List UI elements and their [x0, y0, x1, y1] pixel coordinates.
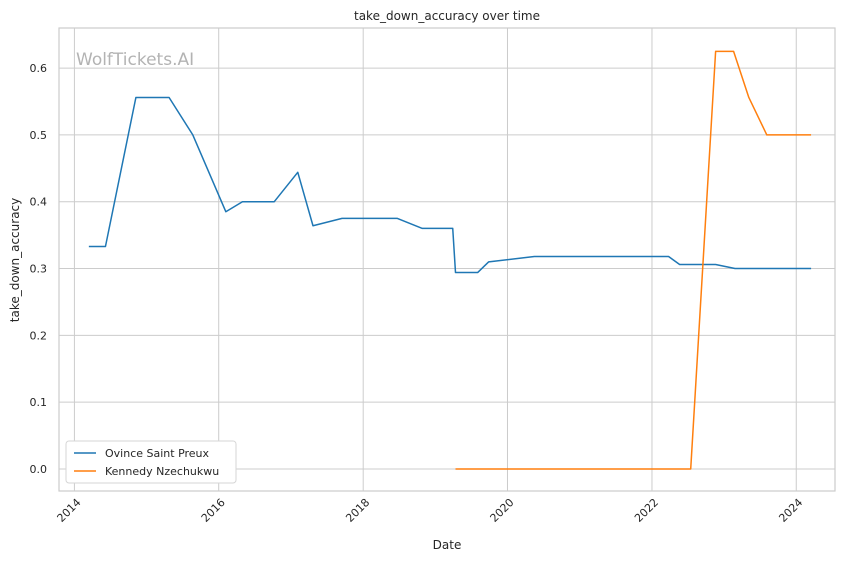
plot-frame: [58, 27, 836, 492]
legend-label-2: Kennedy Nzechukwu: [105, 465, 219, 478]
y-tick-label: 0.1: [30, 396, 48, 409]
chart-title: take_down_accuracy over time: [354, 9, 540, 23]
y-tick-label: 0.5: [30, 129, 48, 142]
x-tick-label: 2024: [776, 496, 805, 525]
grid-lines: [59, 28, 835, 491]
series-line-1: [88, 96, 812, 274]
y-tick-label: 0.3: [30, 263, 48, 276]
y-tick-label: 0.2: [30, 329, 48, 342]
x-tick-label: 2022: [632, 496, 661, 525]
y-tick-label: 0.4: [30, 196, 48, 209]
legend: Ovince Saint Preux Kennedy Nzechukwu: [65, 440, 237, 484]
y-axis-label: take_down_accuracy: [8, 198, 22, 322]
watermark-text: WolfTickets.AI: [76, 50, 194, 70]
x-tick-label: 2018: [343, 496, 372, 525]
series-lines: [88, 50, 812, 470]
x-tick-label: 2016: [199, 496, 228, 525]
x-axis-label: Date: [433, 538, 462, 552]
y-tick-label: 0.0: [30, 463, 48, 476]
y-tick-label: 0.6: [30, 62, 48, 75]
x-tick-label: 2020: [488, 496, 517, 525]
series-line-2: [455, 50, 812, 470]
legend-label-1: Ovince Saint Preux: [105, 447, 210, 460]
x-tick-label: 2014: [55, 496, 84, 525]
legend-box: [65, 440, 237, 484]
